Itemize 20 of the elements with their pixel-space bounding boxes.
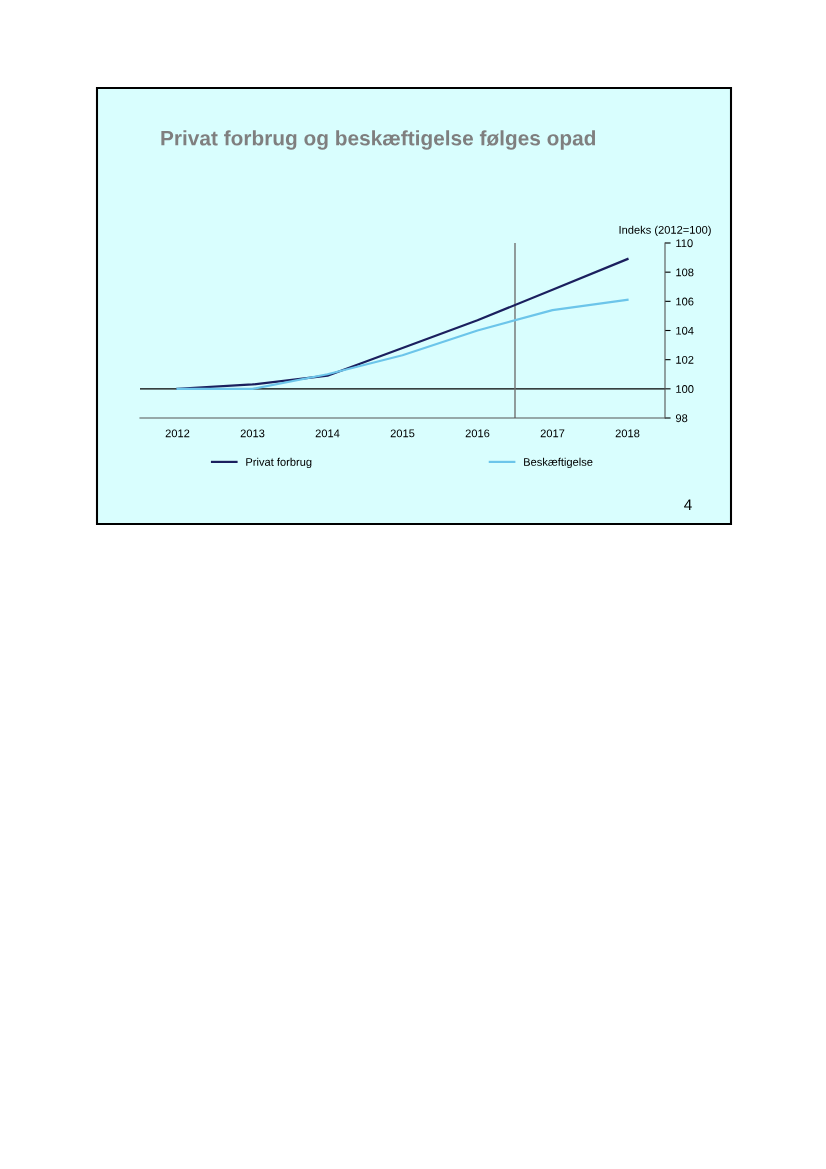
y-axis-title: Indeks (2012=100) [619, 225, 711, 236]
x-tick-label: 2013 [240, 429, 265, 438]
chart-title: Privat forbrug og beskæftigelse følges opad [161, 130, 596, 150]
legend-label: Beskæftigelse [524, 457, 593, 469]
line-series [176, 298, 629, 390]
y-tick-label: 108 [676, 268, 694, 277]
y-tick-label: 106 [676, 297, 694, 306]
legend-label: Privat forbrug [246, 457, 312, 469]
x-tick-label: 2018 [615, 429, 640, 438]
text: 4 [684, 499, 692, 510]
x-tick-label: 2016 [465, 429, 490, 438]
y-tick-label: 104 [676, 326, 694, 335]
x-tick-label: 2012 [165, 429, 190, 438]
y-tick-label: 110 [676, 239, 693, 248]
x-tick-label: 2014 [315, 429, 340, 438]
x-tick-label: 2015 [390, 429, 415, 438]
y-tick-label: 98 [675, 414, 688, 423]
y-tick-label: 102 [676, 355, 694, 364]
y-tick-label: 100 [676, 385, 694, 393]
x-tick-label: 2017 [540, 429, 565, 438]
